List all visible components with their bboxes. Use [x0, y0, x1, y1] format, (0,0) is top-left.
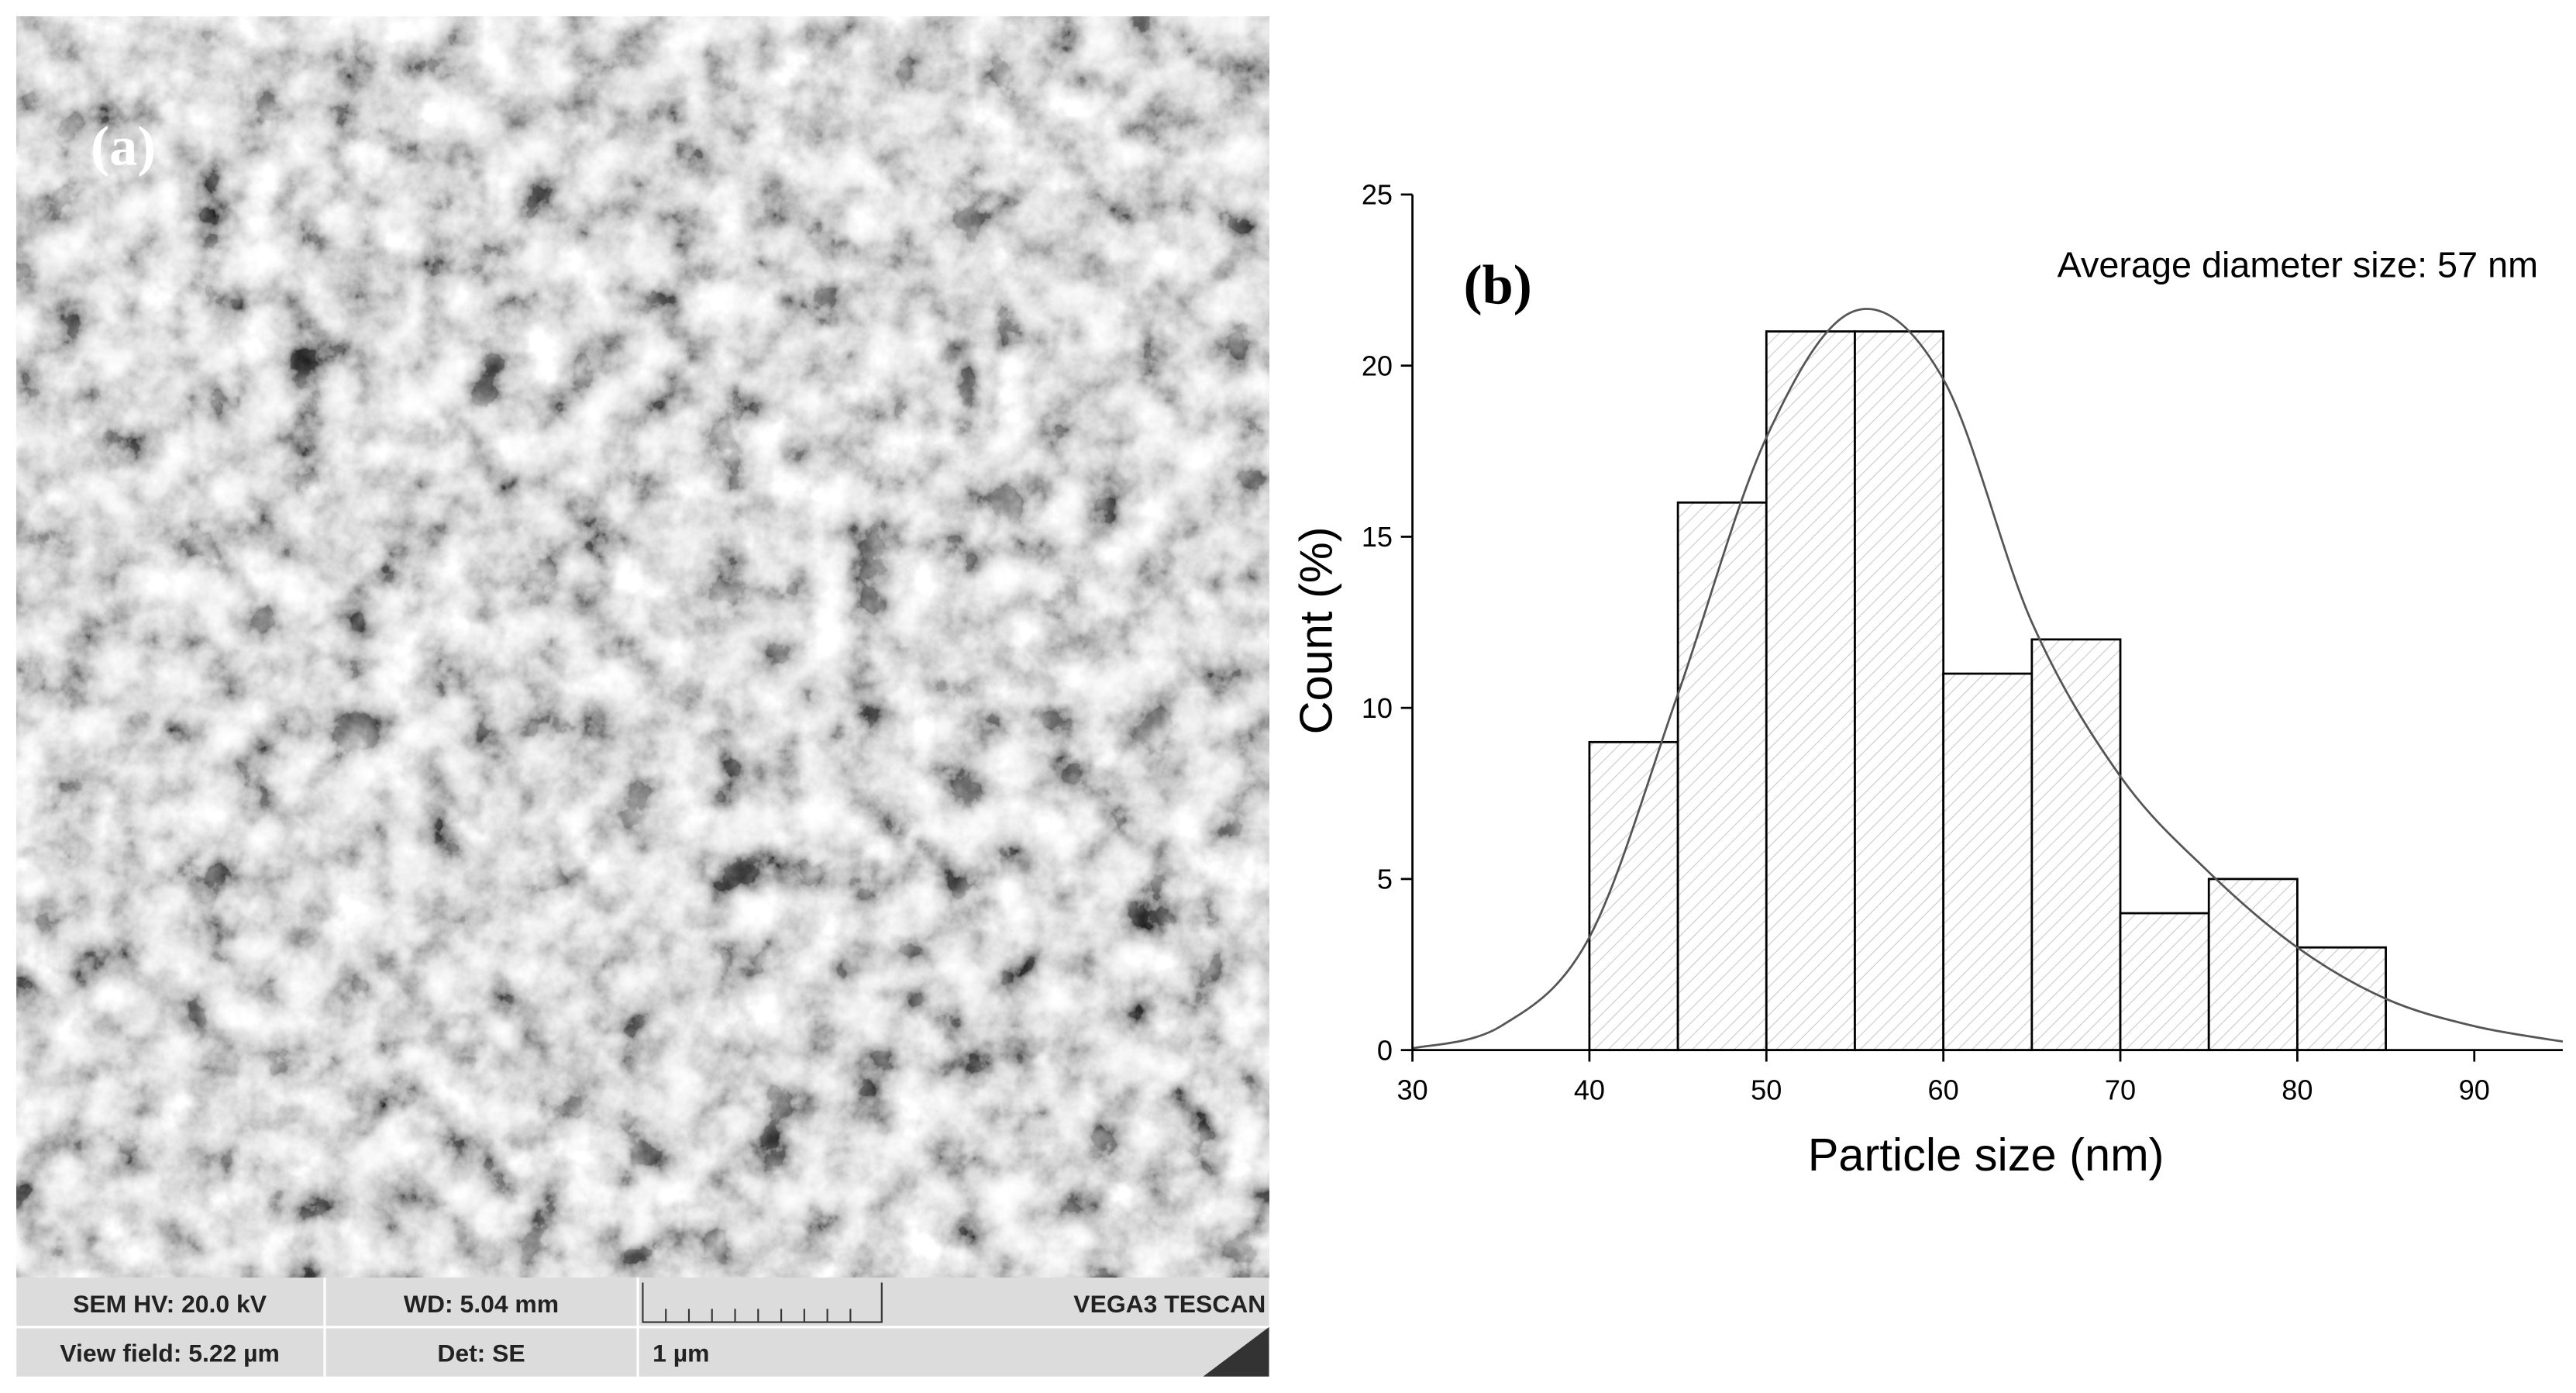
x-tick-label: 40 [1574, 1074, 1605, 1105]
bar [1765, 330, 1856, 1052]
sem-panel: (a) SEM HV: 20.0 kV WD: 5.04 mm VEGA3 TE… [16, 16, 1269, 1377]
bar [1588, 740, 1679, 1052]
annotation: Average diameter size: 57 nm [2058, 244, 2538, 284]
y-axis-label: Count (%) [1290, 526, 1341, 734]
info-text: SEM HV: 20.0 kV [73, 1290, 267, 1318]
info-text: 1 µm [653, 1340, 709, 1367]
chart: 30 40 50 60 70 80 90 0 5 10 15 20 25 Particle size (n… [1290, 179, 2564, 1181]
scale-bar [642, 1282, 883, 1323]
bar [2296, 946, 2387, 1052]
info-text: View field: 5.22 µm [60, 1340, 280, 1367]
x-tick-label: 30 [1396, 1074, 1427, 1105]
info-text: VEGA3 TESCAN [1073, 1290, 1266, 1318]
bar [2119, 912, 2210, 1052]
bar [2030, 638, 2122, 1052]
y-tick-label: 0 [1377, 1034, 1393, 1066]
x-tick-label: 50 [1751, 1074, 1782, 1105]
x-tick-label: 70 [2105, 1074, 2136, 1105]
y-tick-label: 10 [1362, 692, 1393, 724]
fit-curve [1412, 308, 2564, 1050]
info-text: WD: 5.04 mm [404, 1290, 559, 1318]
x-tick-label: 60 [1928, 1074, 1959, 1105]
bar [2207, 878, 2299, 1052]
x-tick-label: 90 [2459, 1074, 2490, 1105]
info-text: Det: SE [437, 1340, 525, 1367]
bar [1942, 672, 2034, 1052]
y-tick-label: 15 [1362, 521, 1393, 553]
y-tick-label: 5 [1377, 864, 1393, 895]
y-tick-label: 20 [1362, 350, 1393, 381]
panel-label: (b) [1463, 253, 1531, 315]
x-tick-label: 80 [2282, 1074, 2313, 1105]
bar [1676, 501, 1768, 1052]
bar [1854, 330, 1945, 1052]
x-axis-label: Particle size (nm) [1808, 1129, 2164, 1181]
sem-image [16, 16, 1269, 1278]
panel-label: (a) [91, 116, 156, 178]
y-tick-label: 25 [1362, 179, 1393, 211]
